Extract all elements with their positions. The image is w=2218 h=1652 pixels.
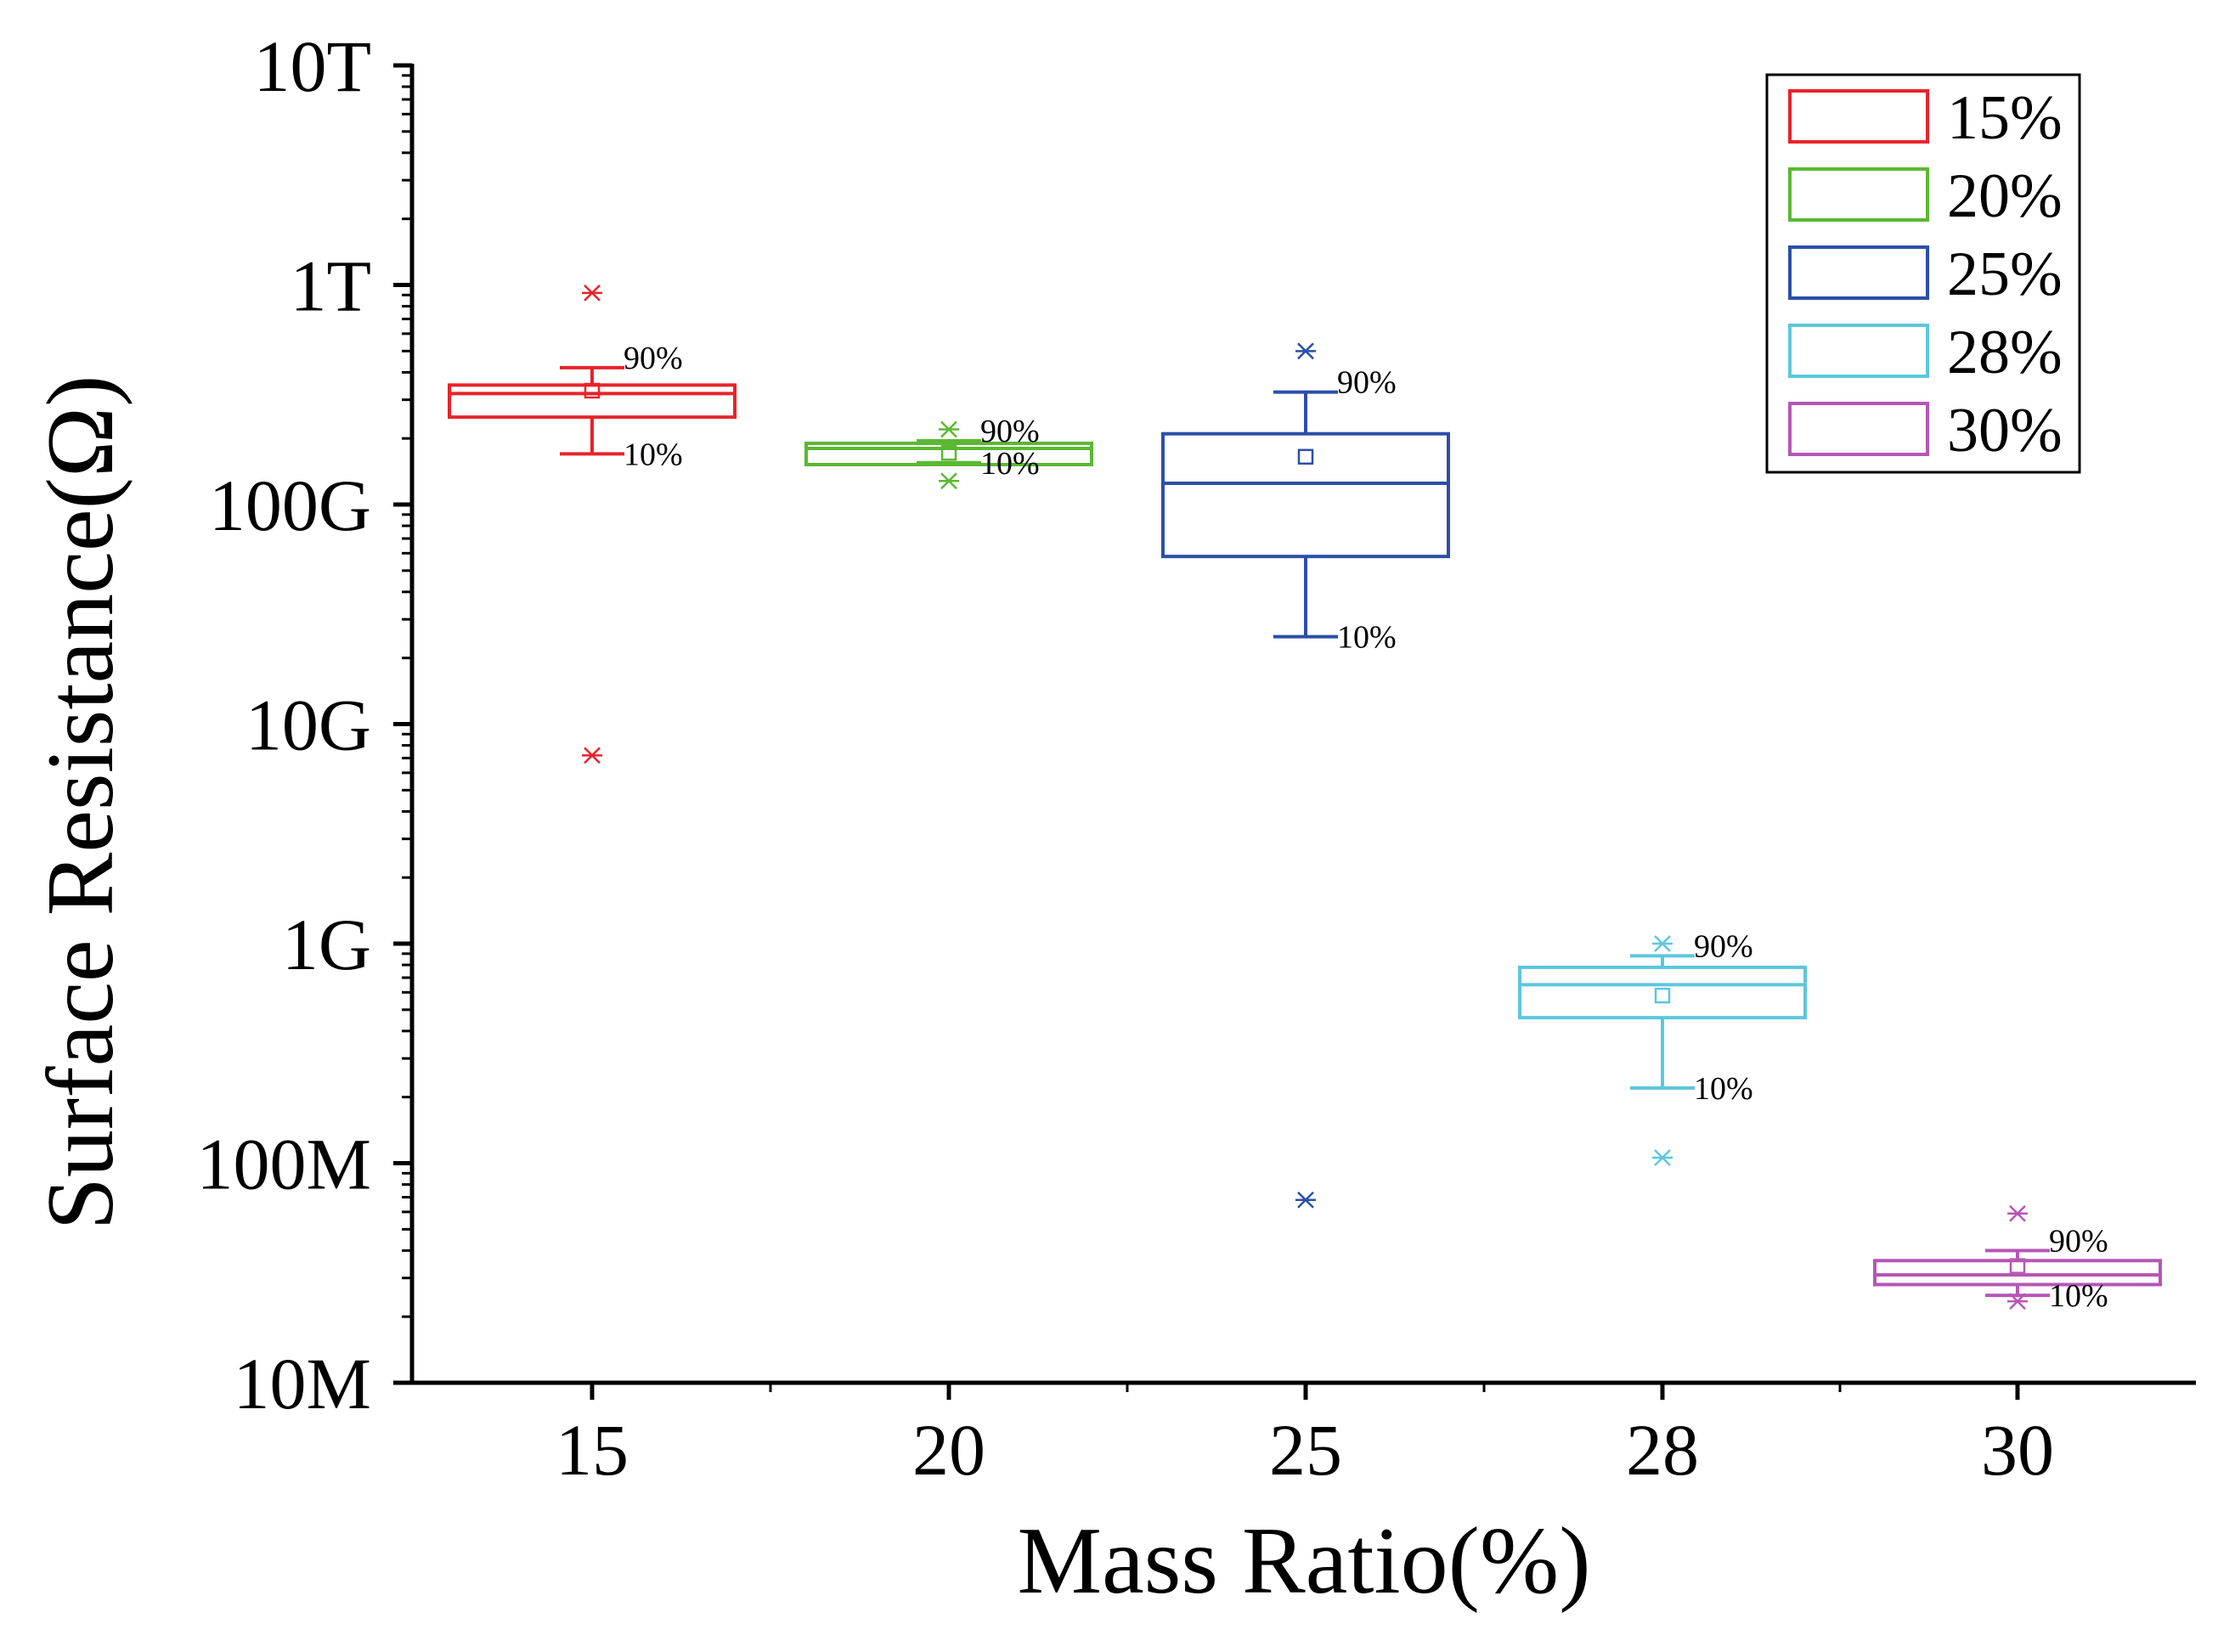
legend: 15% 20% 25% 28% 30%	[1765, 73, 2081, 474]
legend-swatch	[1788, 245, 1929, 300]
legend-swatch	[1788, 324, 1929, 378]
y-tick-label: 100M	[197, 1124, 371, 1205]
mean-marker	[2009, 1258, 2026, 1274]
x-axis-ticks: 15 20 25 28 30	[556, 1383, 2054, 1491]
x-tick-label: 20	[912, 1409, 985, 1491]
iqr-box	[1873, 1259, 2162, 1287]
box-series: 90%10%90%10%90%10%90%10%90%10%	[448, 284, 2162, 1314]
x-axis-title: Mass Ratio(%)	[1017, 1508, 1590, 1614]
box-group-30pct: 90% 10%	[1873, 1204, 2162, 1314]
outlier-marker	[1295, 342, 1316, 360]
p10-label: 10%	[1694, 1071, 1753, 1107]
outlier-marker	[582, 747, 602, 764]
outlier-marker	[2007, 1204, 2028, 1222]
mean-marker	[1654, 987, 1671, 1004]
box-group-20pct: 90%10%	[804, 414, 1093, 490]
y-tick-label: 10G	[246, 685, 371, 766]
mean-marker	[940, 444, 957, 461]
p90-label: 90%	[2049, 1223, 2108, 1259]
iqr-box	[1518, 965, 1807, 1020]
outlier-marker	[1295, 1191, 1316, 1209]
p90-label: 90%	[1694, 928, 1753, 964]
legend-swatch	[1788, 89, 1929, 144]
legend-swatch	[1788, 167, 1929, 222]
x-tick-label: 25	[1269, 1409, 1342, 1491]
iqr-box	[1161, 431, 1450, 559]
y-tick-label: 1G	[282, 904, 371, 985]
outlier-marker	[582, 284, 602, 302]
p90-label: 90%	[624, 341, 683, 376]
p90-label: 90%	[1337, 365, 1397, 401]
y-tick-label: 10T	[253, 25, 371, 107]
x-tick-label: 28	[1626, 1409, 1699, 1491]
outlier-marker	[2007, 1293, 2028, 1310]
box-group-15pct: 90% 10%	[448, 284, 737, 764]
mean-marker	[1297, 448, 1314, 465]
x-tick-label: 15	[556, 1409, 629, 1491]
iqr-box	[448, 383, 737, 420]
legend-label: 20%	[1947, 161, 2063, 231]
y-tick-label: 100G	[209, 465, 371, 546]
iqr-box	[804, 441, 1093, 466]
outlier-marker	[939, 420, 959, 438]
y-axis-ticks: 10M 100M 1G 10G 100G 1T 10T	[197, 25, 412, 1424]
legend-swatch	[1788, 402, 1929, 456]
legend-label: 25%	[1947, 240, 2063, 309]
y-tick-label: 10M	[234, 1343, 371, 1424]
p10-label: 10%	[2049, 1278, 2108, 1314]
outlier-marker	[939, 472, 959, 490]
y-tick-label: 1T	[290, 245, 371, 327]
y-axis-title: Surface Resistance(Ω)	[28, 375, 133, 1231]
outlier-marker	[1652, 1149, 1673, 1166]
box-group-25pct: 90% 10%	[1161, 342, 1450, 1209]
p10-label: 10%	[624, 437, 683, 472]
legend-label: 15%	[1947, 83, 2063, 153]
box-group-28pct: 90% 10%	[1518, 928, 1807, 1166]
p10-label: 10%	[1337, 620, 1397, 656]
mean-marker	[584, 382, 601, 399]
legend-label: 30%	[1947, 396, 2063, 465]
p10-label: 10%	[980, 446, 1040, 482]
x-tick-label: 30	[1981, 1409, 2054, 1491]
outlier-marker	[1652, 935, 1673, 952]
p90-label: 90%	[980, 414, 1040, 449]
legend-label: 28%	[1947, 318, 2063, 387]
